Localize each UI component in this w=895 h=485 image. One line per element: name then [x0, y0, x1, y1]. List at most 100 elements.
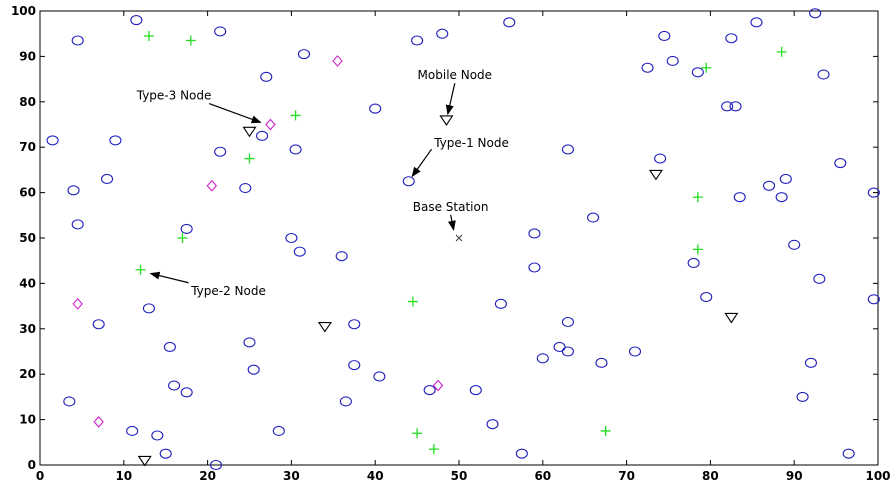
triangle-node-marker	[242, 126, 257, 138]
diamond-node-marker	[206, 179, 218, 192]
axis-ticks: 0 10 20 30 40 50 60 70 80 90 100 0 10 20 30 40 50 60 70 80 9…	[11, 4, 891, 483]
plus-node-marker	[185, 35, 196, 46]
circle-node-marker	[402, 176, 415, 187]
annotation-label: Base Station	[413, 200, 489, 214]
x-tick-label: 70	[618, 469, 635, 483]
circle-node-marker	[436, 28, 449, 39]
diamond-node-marker	[432, 379, 444, 392]
triangle-node-marker	[317, 321, 332, 333]
x-tick-label: 40	[367, 469, 384, 483]
circle-node-marker	[842, 448, 855, 459]
circle-node-marker	[243, 337, 256, 348]
circle-node-marker	[214, 26, 227, 37]
circle-node-marker	[348, 319, 361, 330]
x-tick-label: 20	[199, 469, 216, 483]
circle-node-marker	[763, 180, 776, 191]
plus-node-marker	[244, 153, 255, 164]
circle-node-marker	[553, 341, 566, 353]
annotation-arrow	[447, 214, 456, 231]
annotation-arrow	[149, 271, 189, 284]
plus-node-marker	[290, 110, 301, 121]
y-tick-label: 10	[19, 413, 36, 427]
circle-node-marker	[256, 130, 269, 141]
plus-node-marker	[135, 264, 146, 275]
plus-node-marker	[692, 244, 703, 255]
diamond-node-marker	[72, 298, 83, 310]
circle-node-marker	[796, 391, 809, 402]
circle-node-marker	[658, 30, 671, 42]
plus-node-marker	[776, 46, 787, 57]
circle-node-marker	[528, 262, 541, 273]
circle-node-marker	[788, 239, 801, 250]
circle-node-marker	[67, 185, 80, 196]
circle-node-marker	[46, 135, 59, 146]
circle-node-marker	[654, 153, 667, 164]
x-tick-label: 80	[702, 469, 719, 483]
annotation-label: Type-1 Node	[433, 136, 509, 150]
circle-node-marker	[293, 246, 306, 257]
circle-node-marker	[348, 360, 361, 371]
circle-node-marker	[721, 101, 734, 112]
y-tick-label: 30	[19, 322, 36, 336]
circle-node-marker	[63, 396, 76, 407]
y-tick-label: 60	[19, 186, 36, 200]
plus-node-marker	[177, 233, 188, 243]
circle-node-marker	[373, 371, 386, 382]
circle-node-marker	[528, 228, 541, 239]
circle-node-marker	[666, 55, 679, 66]
y-tick-label: 50	[19, 231, 36, 245]
plus-node-marker	[428, 444, 439, 455]
circle-node-marker	[142, 303, 155, 314]
circle-node-marker	[503, 17, 516, 28]
circle-node-marker	[729, 101, 742, 112]
circle-node-marker	[369, 103, 382, 114]
annotation-label: Type-2 Node	[190, 284, 266, 298]
triangle-node-marker	[439, 115, 454, 126]
circle-node-marker	[130, 15, 143, 26]
annotations: Type-3 Node Mobile Node Type-1 Node Base St…	[136, 68, 509, 298]
circle-node-marker	[834, 158, 847, 169]
circle-node-marker	[411, 35, 424, 46]
plus-node-marker	[412, 428, 423, 439]
circle-node-marker	[867, 294, 880, 305]
circle-node-marker	[733, 192, 746, 203]
circle-node-marker	[595, 357, 608, 368]
x-tick-label: 0	[36, 469, 44, 483]
circle-node-marker	[209, 459, 223, 471]
x-tick-label: 60	[534, 469, 551, 483]
annotation-arrow	[411, 148, 433, 178]
diamond-node-marker	[265, 118, 276, 131]
y-tick-label: 0	[28, 458, 36, 472]
circle-node-marker	[515, 448, 528, 459]
circle-node-marker	[71, 219, 84, 230]
circle-node-marker	[272, 425, 285, 437]
circle-node-marker	[628, 346, 642, 357]
circle-node-marker	[163, 341, 176, 353]
x-tick-label: 100	[865, 469, 890, 483]
circle-node-marker	[725, 33, 738, 44]
circle-node-marker	[691, 67, 704, 78]
circle-node-marker	[561, 346, 574, 357]
diamond-node-marker	[332, 55, 343, 67]
circle-node-marker	[180, 223, 193, 234]
circle-node-marker	[180, 387, 193, 398]
circle-node-marker	[775, 192, 788, 203]
circle-node-marker	[561, 144, 574, 155]
circle-node-marker	[285, 232, 298, 244]
circle-node-marker	[700, 291, 713, 303]
y-tick-label: 70	[19, 140, 36, 154]
circle-node-marker	[126, 425, 139, 437]
plus-node-marker	[701, 62, 712, 73]
circle-node-marker	[289, 144, 302, 155]
x-tick-label: 10	[115, 469, 132, 483]
circle-node-marker	[339, 396, 352, 407]
triangle-node-marker	[724, 312, 739, 324]
circle-node-marker	[536, 353, 549, 364]
circle-node-marker	[750, 17, 763, 28]
circle-node-marker	[247, 364, 260, 375]
y-tick-label: 40	[19, 276, 36, 290]
circle-node-marker	[804, 357, 818, 368]
plus-node-marker	[692, 192, 703, 203]
circle-node-marker	[159, 448, 172, 459]
